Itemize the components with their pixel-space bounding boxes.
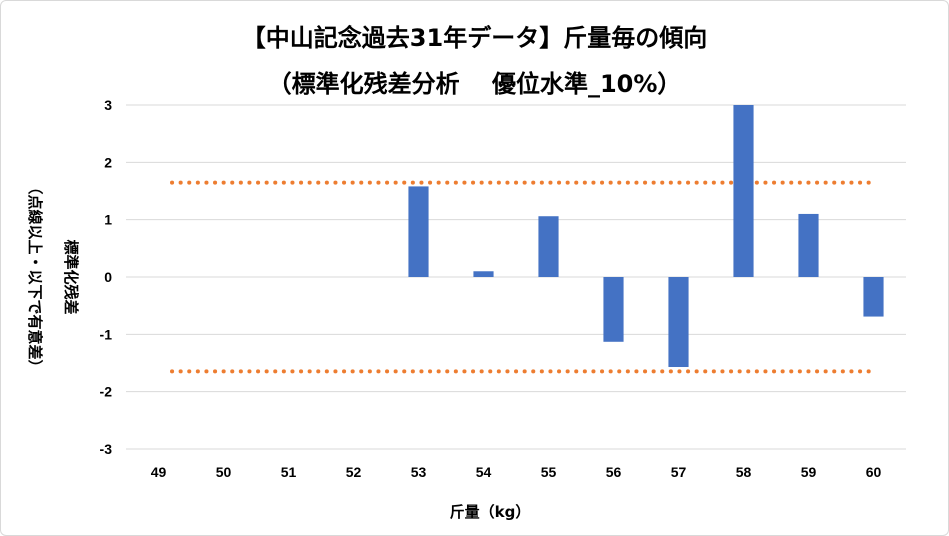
x-tick-label: 51 [281, 464, 297, 480]
bar [473, 271, 494, 277]
bar [538, 216, 559, 277]
x-tick-label: 57 [671, 464, 687, 480]
x-tick-label: 56 [606, 464, 622, 480]
bar [603, 277, 624, 342]
bar [733, 105, 754, 277]
x-tick-label: 52 [346, 464, 362, 480]
bars [408, 105, 884, 368]
chart-subtitle: （標準化残差分析 優位水準_10%） [267, 70, 682, 98]
x-tick-label: 60 [866, 464, 882, 480]
x-axis-label: 斤量（kg） [450, 503, 531, 521]
bar [798, 213, 819, 277]
bar [668, 277, 689, 368]
y-tick-label: 0 [104, 269, 112, 285]
y-tick-label: 3 [104, 97, 112, 113]
y-tick-label: -3 [100, 441, 113, 457]
y-axis-label: 標準化残差 [62, 239, 80, 314]
x-tick-label: 59 [801, 464, 817, 480]
x-tick-label: 49 [151, 464, 167, 480]
y-tick-labels: 3 2 1 0 -1 -2 -3 [100, 97, 113, 457]
threshold-lines [170, 180, 876, 374]
bar [408, 186, 429, 277]
chart-title: 【中山記念過去31年データ】斤量毎の傾向 [241, 24, 708, 52]
x-tick-labels: 49 50 51 52 53 54 55 56 57 58 59 60 [151, 464, 882, 480]
y-axis-sublabel: （点線以上・以下で有意差） [26, 179, 44, 374]
bar [863, 277, 884, 317]
y-tick-label: -2 [100, 384, 113, 400]
gridlines [126, 104, 906, 450]
y-tick-label: 1 [104, 212, 112, 228]
x-tick-label: 54 [476, 464, 492, 480]
x-tick-label: 50 [216, 464, 232, 480]
x-tick-label: 53 [411, 464, 427, 480]
y-tick-label: -1 [100, 326, 113, 342]
x-tick-label: 55 [541, 464, 557, 480]
x-tick-label: 58 [736, 464, 752, 480]
y-tick-label: 2 [104, 154, 112, 170]
